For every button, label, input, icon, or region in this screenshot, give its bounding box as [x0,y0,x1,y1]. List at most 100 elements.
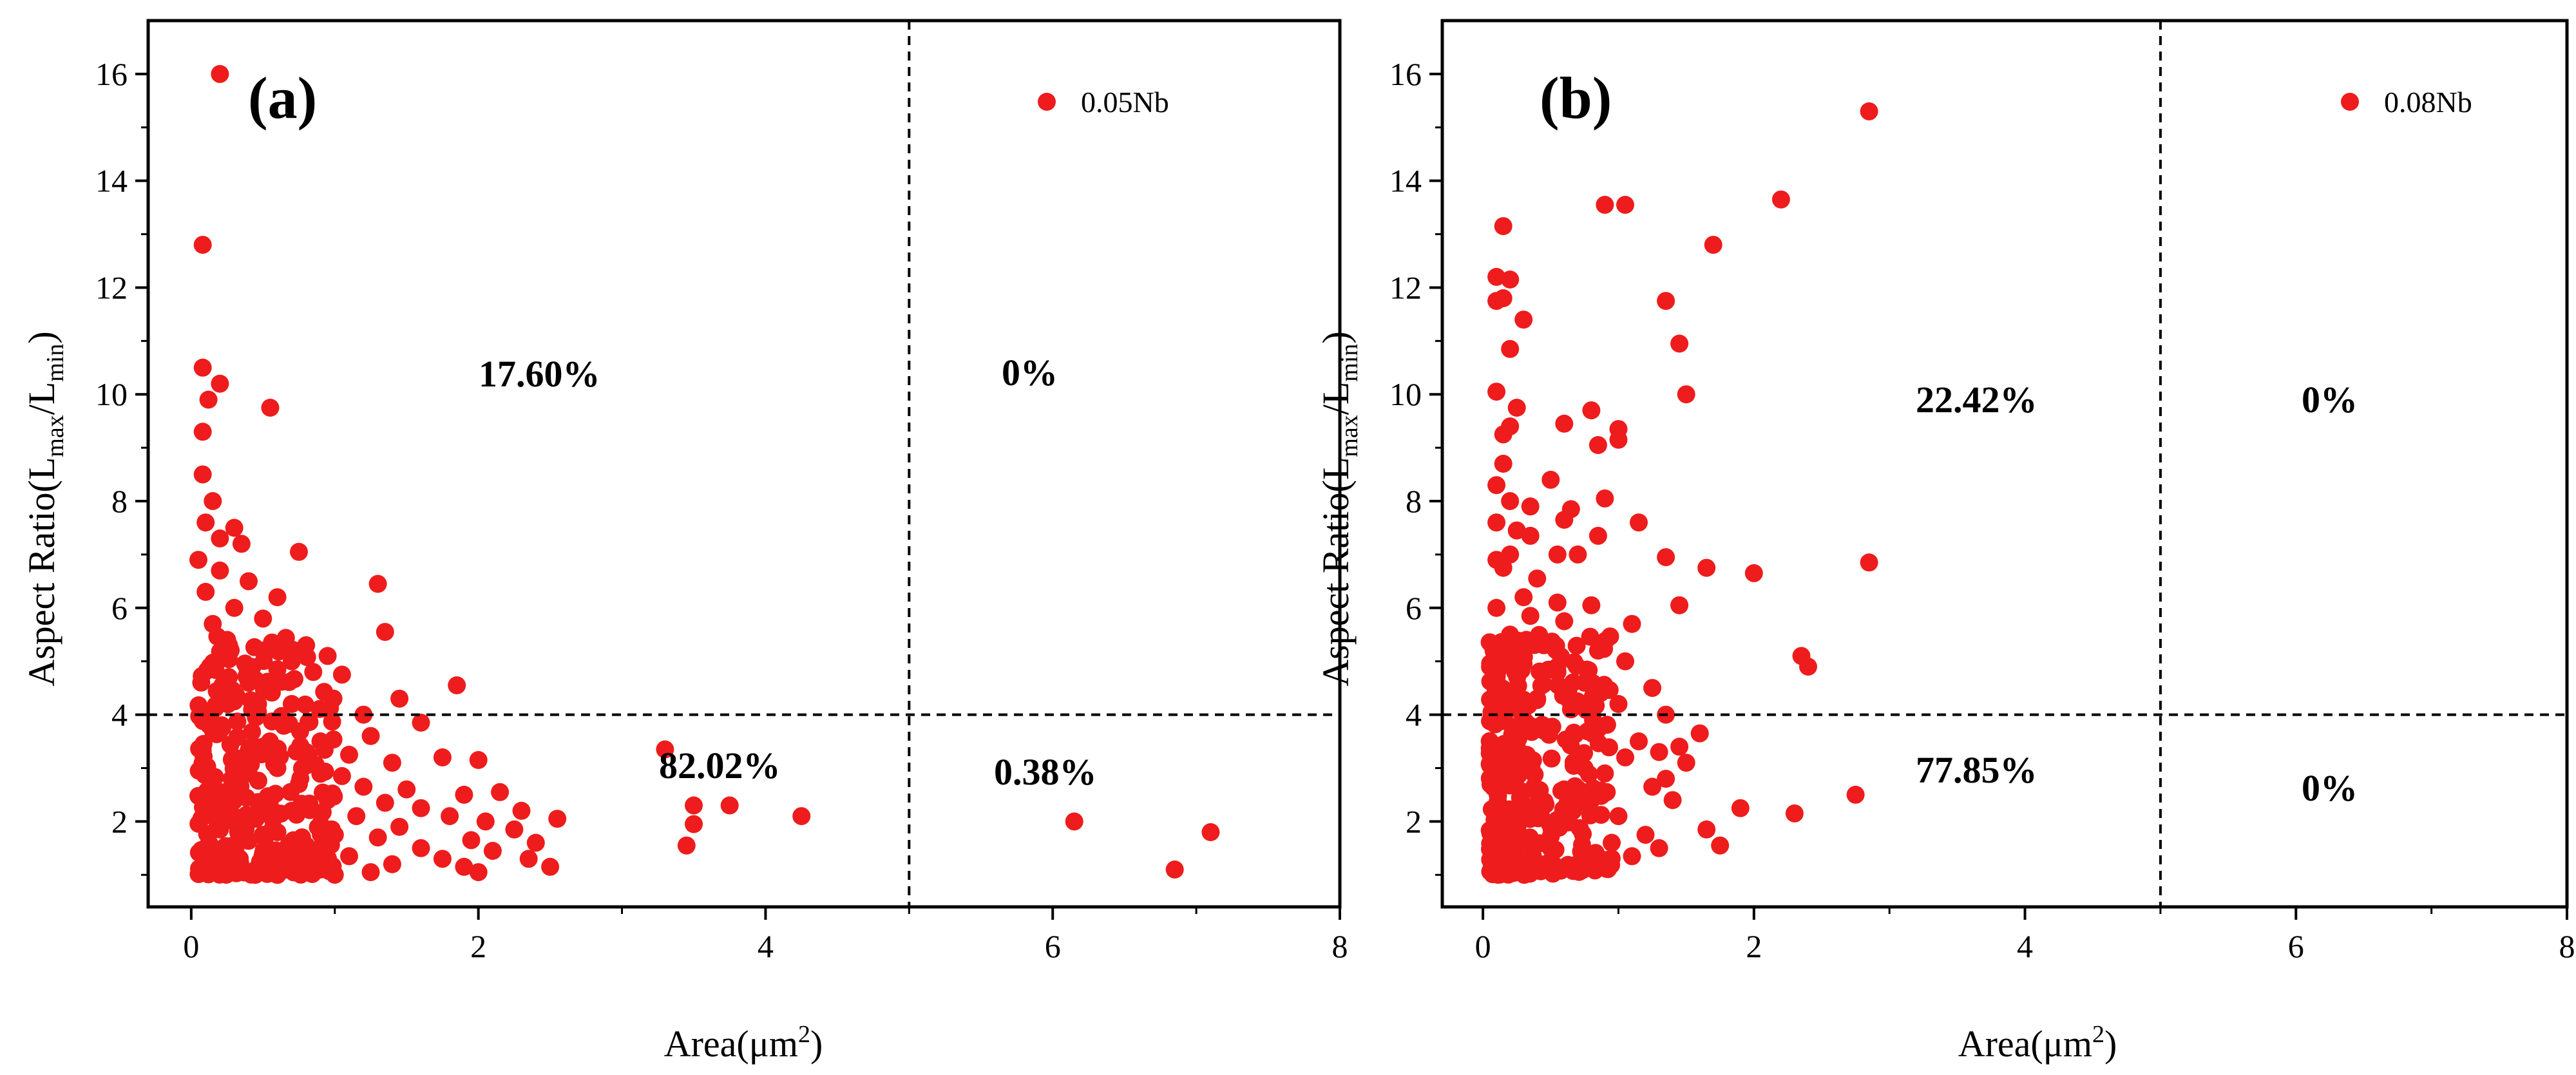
scatter-point-a-357 [196,855,215,873]
scatter-point-a-313 [433,748,452,766]
scatter-point-b-416 [1575,759,1594,777]
scatter-point-b-390 [1690,724,1709,743]
scatter-point-a-301 [412,714,430,732]
plot-frame-a [146,19,1342,909]
scatter-point-a-342 [462,831,481,850]
scatter-point-b-359 [1569,545,1587,564]
scatter-point-b-418 [1548,861,1567,879]
scatter-point-a-330 [347,807,366,826]
y-tick-label-a-4: 10 [95,376,128,412]
y-tick-label-b-4: 10 [1389,376,1422,412]
scatter-point-b-318 [1486,801,1505,820]
scatter-point-a-348 [204,839,222,857]
scatter-point-b-391 [1670,737,1689,756]
scatter-point-b-362 [1697,558,1716,577]
scatter-point-a-306 [254,737,272,756]
scatter-point-a-366 [685,796,703,815]
scatter-point-b-324 [1771,190,1790,209]
scatter-point-a-367 [720,796,739,815]
quadrant-label-lower-right-b: 0% [2302,767,2358,809]
scatter-point-a-312 [469,751,488,769]
scatter-point-a-233 [190,739,209,758]
scatter-point-a-315 [332,766,351,785]
y-tick-label-a-5: 12 [95,269,128,305]
scatter-point-b-366 [1528,569,1547,588]
scatter-point-a-280 [225,598,243,617]
scatter-point-a-302 [275,716,294,735]
y-tick-label-a-2: 6 [111,590,128,626]
scatter-point-b-344 [1494,455,1512,473]
scatter-point-a-324 [318,791,337,810]
scatter-point-a-261 [193,236,212,254]
scatter-point-a-282 [204,614,222,633]
scatter-point-a-286 [218,631,236,649]
scatter-point-a-316 [204,770,222,788]
y-tick-label-b-1: 4 [1406,697,1422,733]
scatter-point-b-413 [1555,780,1574,799]
scatter-point-a-287 [254,642,272,660]
scatter-point-a-262 [193,358,212,377]
scatter-point-a-275 [211,561,229,580]
scatter-point-b-372 [1521,607,1540,625]
scatter-point-b-333 [1670,334,1689,353]
scatter-point-b-382 [1548,663,1567,681]
scatter-point-a-360 [361,863,380,882]
scatter-point-b-419 [1494,823,1512,841]
scatter-point-a-269 [225,518,243,537]
scatter-point-b-415 [1507,737,1526,756]
scatter-point-a-300 [247,708,265,727]
scatter-point-a-297 [282,695,301,713]
scatter-point-a-255 [210,651,229,669]
scatter-point-a-344 [232,831,251,850]
scatter-point-a-332 [476,812,495,831]
scatter-point-b-368 [1548,593,1567,612]
scatter-point-a-358 [247,861,265,879]
scatter-point-b-340 [1494,425,1512,444]
scatter-point-a-291 [332,665,351,684]
scatter-point-b-393 [1677,754,1695,772]
scatter-point-b-315 [1567,636,1586,655]
scatter-point-b-374 [1623,614,1641,633]
y-tick-label-b-7: 16 [1389,56,1422,92]
scatter-point-b-292 [1480,755,1499,774]
scatter-point-b-237 [1573,835,1591,854]
scatter-point-a-292 [240,673,258,692]
scatter-point-b-358 [1548,545,1567,564]
x-tick-label-a-3: 6 [1045,928,1061,964]
scatter-point-b-364 [1860,553,1878,572]
quadrant-label-upper-left-b: 22.42% [1916,379,2037,421]
scatter-point-a-288 [282,652,301,671]
x-tick-label-a-4: 8 [1332,928,1348,964]
scatter-point-a-318 [354,777,373,796]
scatter-point-a-284 [297,636,316,654]
scatter-point-b-345 [1541,470,1560,489]
scatter-point-a-340 [325,826,344,844]
scatter-point-b-323 [1616,196,1634,214]
quadrant-label-lower-left-b: 77.85% [1916,749,2037,791]
y-tick-label-b-3: 8 [1406,483,1422,519]
quadrant-label-lower-left-a: 82.02% [659,745,781,786]
scatter-point-a-279 [368,575,387,593]
scatter-point-a-373 [1165,861,1184,879]
scatter-point-b-327 [1704,236,1722,254]
scatter-point-b-342 [1555,414,1574,433]
scatter-point-a-225 [276,629,295,647]
scatter-point-b-320 [1860,102,1878,120]
scatter-point-b-207 [1581,627,1599,646]
scatter-point-b-343 [1589,436,1607,454]
scatter-point-b-384 [1643,679,1662,698]
scatter-point-a-331 [441,807,459,826]
y-axis-title-b: Aspect Ratio(Lmax/Lmin) [1315,331,1363,686]
scatter-point-b-369 [1582,596,1601,614]
y-tick-label-b-0: 2 [1406,803,1422,839]
scatter-point-a-356 [541,857,560,876]
scatter-point-b-371 [1487,598,1506,617]
scatter-point-b-316 [1483,857,1501,875]
scatter-point-b-373 [1555,612,1574,631]
scatter-point-b-329 [1487,292,1506,310]
scatter-point-a-334 [247,810,265,828]
scatter-point-a-355 [383,855,401,873]
scatter-point-a-281 [254,609,272,628]
scatter-point-a-277 [196,582,215,601]
